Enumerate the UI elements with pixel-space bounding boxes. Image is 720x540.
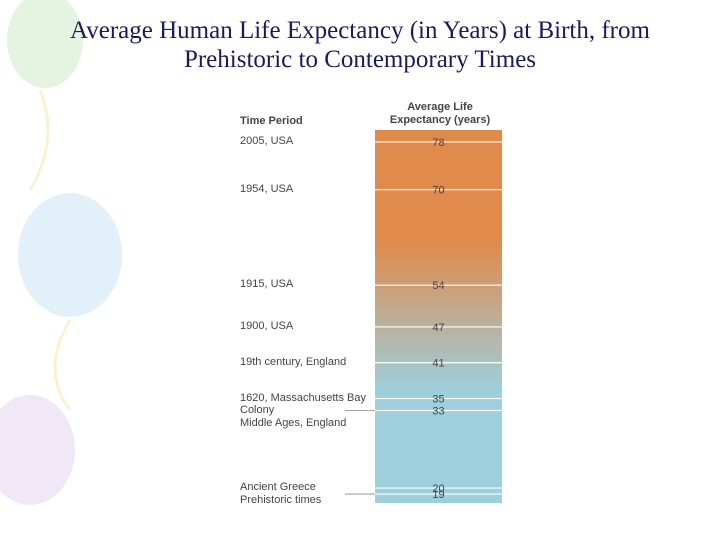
value-label: 35	[432, 393, 444, 405]
balloon-decoration	[0, 0, 122, 505]
scale-bar	[375, 130, 502, 503]
value-label: 78	[432, 137, 444, 149]
period-label: 1900, USA	[240, 319, 294, 332]
period-label: 2005, USA	[240, 134, 294, 147]
period-label: Ancient Greece	[240, 481, 316, 494]
period-label: Middle Ages, England	[240, 416, 347, 429]
value-label: 33	[432, 405, 444, 417]
value-label: 54	[432, 280, 444, 292]
category-header: Time Period	[240, 115, 303, 127]
period-label: 1954, USA	[240, 182, 294, 195]
period-label: Prehistoric times	[240, 494, 322, 507]
period-label: 1620, Massachusetts Bay Colony	[240, 391, 366, 416]
period-label: 19th century, England	[240, 355, 347, 368]
value-label: 70	[432, 185, 444, 197]
value-label: 47	[432, 322, 444, 334]
value-label: 41	[432, 358, 444, 370]
value-header: Average Life Expectancy (years)	[389, 101, 491, 126]
period-label: 1915, USA	[240, 278, 294, 291]
value-label: 19	[432, 489, 444, 501]
value-label: 20	[432, 483, 444, 495]
slide-title: Average Human Life Expectancy (in Years)…	[70, 17, 650, 73]
